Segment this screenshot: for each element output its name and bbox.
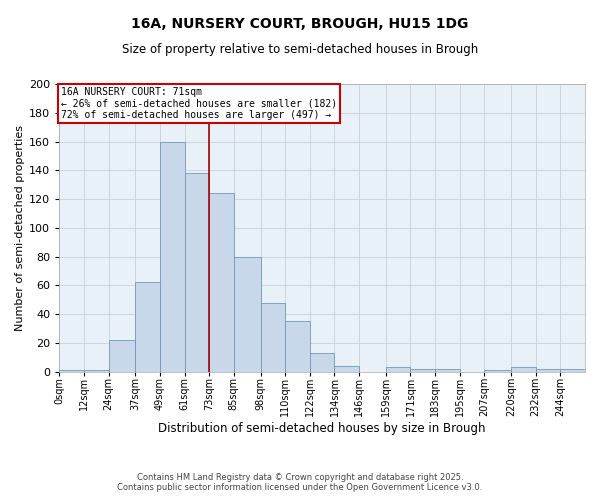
Bar	[209, 194, 234, 372]
Bar	[109, 340, 135, 372]
Y-axis label: Number of semi-detached properties: Number of semi-detached properties	[15, 125, 25, 331]
Bar	[160, 142, 185, 372]
Bar	[435, 368, 460, 372]
Bar	[560, 368, 585, 372]
Text: 16A NURSERY COURT: 71sqm
← 26% of semi-detached houses are smaller (182)
72% of : 16A NURSERY COURT: 71sqm ← 26% of semi-d…	[61, 87, 337, 120]
Bar	[59, 370, 84, 372]
Text: Contains HM Land Registry data © Crown copyright and database right 2025.
Contai: Contains HM Land Registry data © Crown c…	[118, 473, 482, 492]
Bar	[260, 302, 285, 372]
Bar	[135, 282, 160, 372]
Bar	[410, 368, 435, 372]
Bar	[285, 321, 310, 372]
Bar	[484, 370, 511, 372]
Bar	[536, 368, 560, 372]
Text: 16A, NURSERY COURT, BROUGH, HU15 1DG: 16A, NURSERY COURT, BROUGH, HU15 1DG	[131, 18, 469, 32]
X-axis label: Distribution of semi-detached houses by size in Brough: Distribution of semi-detached houses by …	[158, 422, 486, 435]
Bar	[310, 353, 334, 372]
Bar	[84, 370, 109, 372]
Bar	[185, 173, 209, 372]
Text: Size of property relative to semi-detached houses in Brough: Size of property relative to semi-detach…	[122, 42, 478, 56]
Bar	[234, 256, 260, 372]
Bar	[334, 366, 359, 372]
Bar	[511, 367, 536, 372]
Bar	[386, 367, 410, 372]
